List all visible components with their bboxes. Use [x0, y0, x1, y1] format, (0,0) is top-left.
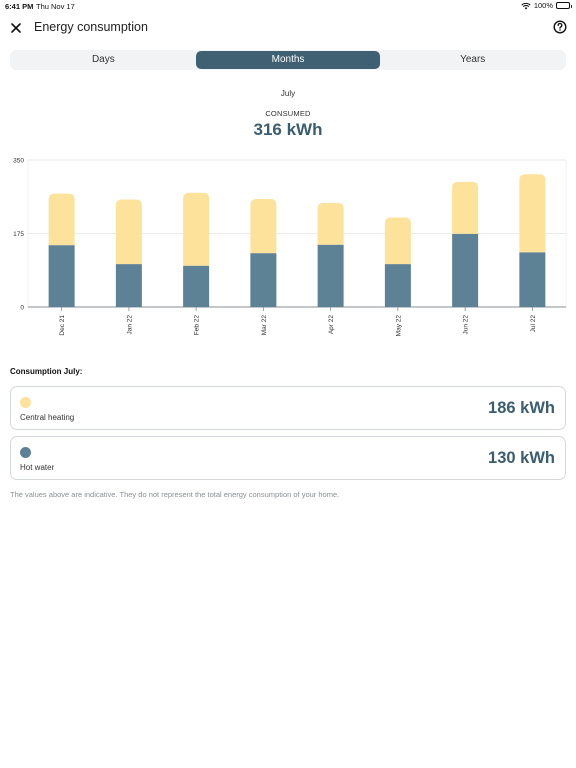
central-heating-label: Central heating — [20, 413, 75, 422]
status-right: 100% — [521, 1, 572, 10]
summary-value: 316 kWh — [253, 120, 323, 139]
summary-label: CONSUMED — [265, 109, 311, 118]
bar-central-heating — [250, 199, 277, 254]
segment-years[interactable]: Years — [460, 54, 486, 65]
hot-water-card[interactable]: Hot water 130 kWh — [10, 436, 566, 480]
hot-water-dot — [20, 447, 31, 458]
x-tick-label: Jun 22 — [463, 315, 470, 335]
bar-central-heating — [519, 174, 546, 253]
battery-percent: 100% — [533, 1, 553, 10]
central-heating-card[interactable]: Central heating 186 kWh — [10, 386, 566, 430]
x-tick-label: Feb 22 — [194, 315, 201, 336]
consumption-title: Consumption July: — [10, 367, 83, 376]
bar-hot-water — [183, 265, 210, 307]
x-tick-label: Dec 21 — [59, 315, 66, 336]
x-tick-label: Apr 22 — [328, 315, 335, 335]
consumption-chart: 0 175 350 Dec 21 Jan 22 Feb 22 Mar 22 Apr 22 May… — [13, 158, 567, 337]
close-icon — [11, 23, 21, 33]
bar-central-heating — [115, 199, 142, 265]
wifi-icon — [521, 2, 531, 9]
summary-month: July — [280, 89, 296, 98]
help-icon — [553, 20, 567, 34]
bar-hot-water — [519, 252, 546, 307]
central-heating-dot — [20, 397, 31, 408]
disclaimer: The values above are indicative. They do… — [10, 490, 340, 499]
x-tick-label: Mar 22 — [261, 315, 268, 336]
period-segmented-control: Days Months Years — [10, 50, 566, 70]
y-tick-label: 175 — [13, 231, 24, 238]
bar-hot-water — [48, 245, 75, 307]
hot-water-value: 130 kWh — [488, 449, 555, 467]
status-bar: 6:41 PM Thu Nov 17 100% — [0, 0, 576, 12]
segment-months[interactable]: Months — [195, 51, 381, 69]
bar-central-heating — [452, 181, 479, 234]
segment-days[interactable]: Days — [91, 54, 115, 65]
bar-hot-water — [115, 264, 142, 307]
bar-hot-water — [317, 244, 344, 307]
bar-hot-water — [452, 233, 479, 307]
bar-central-heating — [317, 202, 344, 245]
bar-hot-water — [250, 253, 277, 307]
page-title: Energy consumption — [34, 20, 148, 34]
x-tick-label: Jul 22 — [530, 315, 537, 333]
bar-central-heating — [48, 193, 75, 246]
header: Energy consumption — [0, 14, 576, 42]
status-date: Thu Nov 17 — [36, 2, 75, 11]
hot-water-label: Hot water — [20, 463, 55, 472]
y-tick-label: 350 — [13, 158, 24, 165]
help-button[interactable] — [553, 20, 567, 34]
bar-hot-water — [384, 264, 411, 307]
close-button[interactable] — [8, 20, 24, 36]
y-tick-label: 0 — [20, 305, 24, 312]
bar-central-heating — [384, 217, 411, 265]
status-time: 6:41 PM — [5, 2, 34, 11]
battery-icon — [556, 2, 572, 9]
x-tick-label: May 22 — [395, 315, 402, 337]
bar-central-heating — [183, 192, 210, 266]
central-heating-value: 186 kWh — [488, 399, 555, 417]
x-tick-label: Jan 22 — [126, 315, 133, 335]
